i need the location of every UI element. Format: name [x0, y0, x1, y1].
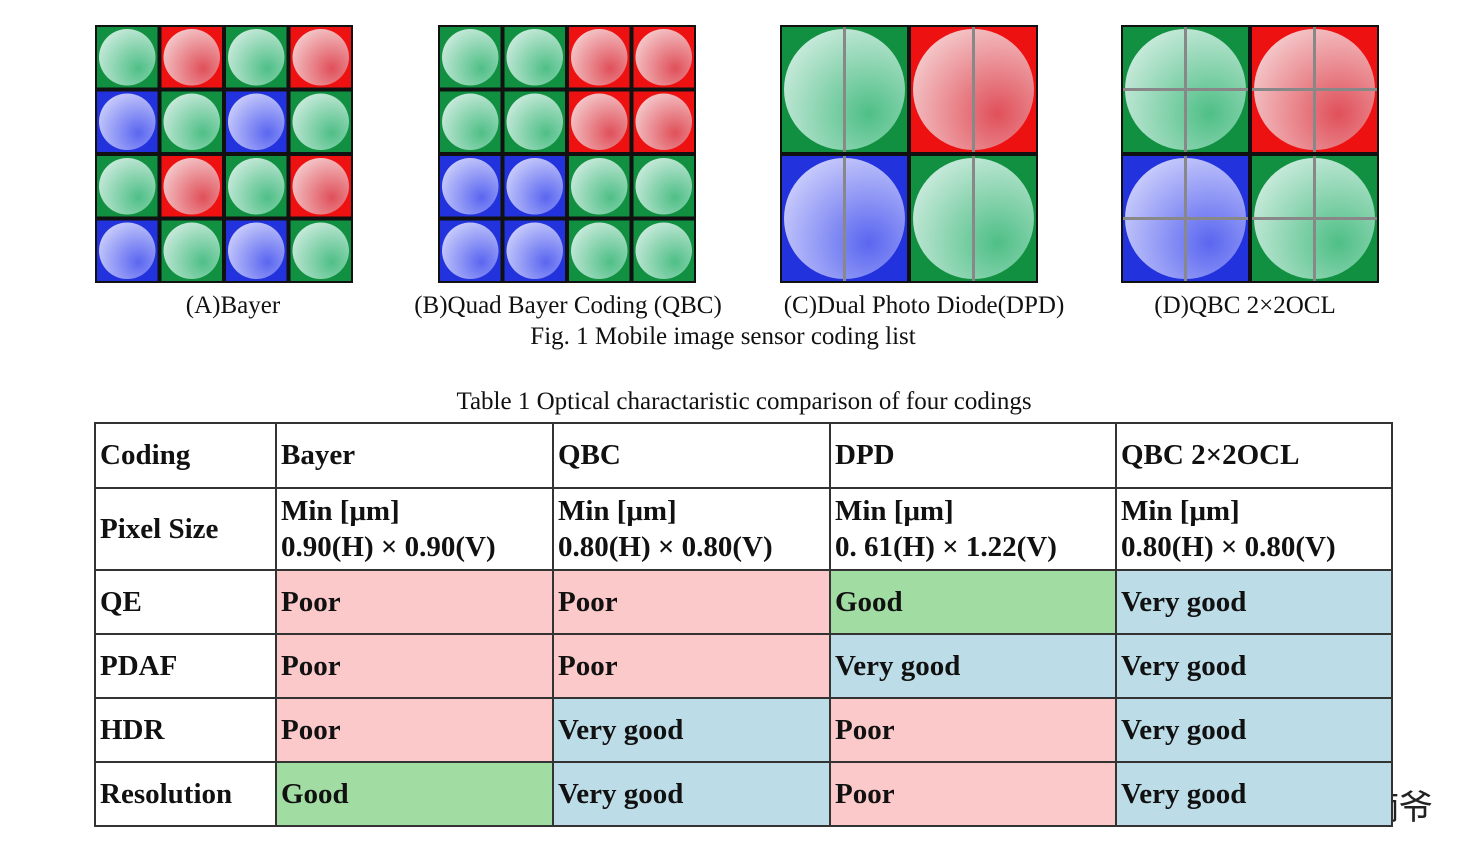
table-cell: Very good [1115, 569, 1393, 635]
table-cell: Very good [1115, 761, 1393, 827]
cell-line: 0. 61(H) × 1.22(V) [835, 531, 1057, 563]
panel-label: (C)Dual Photo Diode(DPD) [783, 292, 1065, 319]
table-cell: QE [94, 569, 277, 635]
cell-line: 0.80(H) × 0.80(V) [1121, 531, 1336, 563]
microlens [571, 158, 628, 215]
microlens [292, 222, 349, 279]
table-cell: PDAF [94, 633, 277, 699]
microlens [163, 222, 220, 279]
microlens [292, 158, 349, 215]
microlens [99, 29, 156, 86]
table-row: HDR Poor Very good Poor Very good [94, 697, 1393, 763]
microlens [571, 93, 628, 150]
cell-line: Min [μm] [558, 495, 677, 527]
microlens [571, 222, 628, 279]
table-cell: Poor [275, 569, 554, 635]
microlens [99, 93, 156, 150]
table-cell: Very good [1115, 633, 1393, 699]
table-cell: Poor [829, 697, 1117, 763]
microlens [635, 158, 692, 215]
table-cell: QBC 2×2OCL [1115, 422, 1393, 489]
comparison-table: Coding Bayer QBC DPD QBC 2×2OCL Pixel Size Min… [94, 422, 1393, 827]
microlens [442, 158, 499, 215]
microlens [163, 93, 220, 150]
figure-caption: Fig. 1 Mobile image sensor coding list [530, 323, 916, 350]
microlens [506, 93, 563, 150]
microlens [635, 93, 692, 150]
table-cell: HDR [94, 697, 277, 763]
microlens [163, 158, 220, 215]
microlens [635, 222, 692, 279]
table-cell: QBC [552, 422, 831, 489]
microlens [228, 222, 285, 279]
table-cell: Poor [552, 569, 831, 635]
table-row: Resolution Good Very good Poor Very good [94, 761, 1393, 827]
microlens [99, 158, 156, 215]
panel-label: (D)QBC 2×2OCL [1154, 292, 1336, 319]
table-cell: Very good [1115, 697, 1393, 763]
table-row: QE Poor Poor Good Very good [94, 569, 1393, 635]
table-cell: Min [μm] 0.90(H) × 0.90(V) [275, 487, 554, 571]
table-cell: Pixel Size [94, 487, 277, 571]
microlens [571, 29, 628, 86]
table-cell: Coding [94, 422, 277, 489]
panel-label: (B)Quad Bayer Coding (QBC) [414, 292, 722, 319]
panel-label: (A)Bayer [185, 292, 281, 319]
table-cell: Poor [829, 761, 1117, 827]
table-cell: Poor [552, 633, 831, 699]
table-cell: Poor [275, 633, 554, 699]
table-cell: Good [275, 761, 554, 827]
cell-line: 0.80(H) × 0.80(V) [558, 531, 773, 563]
microlens [292, 93, 349, 150]
microlens [442, 93, 499, 150]
table-caption: Table 1 Optical charactaristic compariso… [456, 388, 1032, 415]
microlens [506, 222, 563, 279]
cell-line: Min [μm] [281, 495, 400, 527]
table-cell: Very good [829, 633, 1117, 699]
microlens [635, 29, 692, 86]
microlens [506, 29, 563, 86]
microlens [228, 158, 285, 215]
microlens [442, 29, 499, 86]
microlens [228, 93, 285, 150]
table-cell: DPD [829, 422, 1117, 489]
cell-line: Min [μm] [1121, 495, 1240, 527]
table-row: Coding Bayer QBC DPD QBC 2×2OCL [94, 422, 1393, 489]
table-cell: Min [μm] 0.80(H) × 0.80(V) [552, 487, 831, 571]
cell-line: Min [μm] [835, 495, 954, 527]
cell-line: 0.90(H) × 0.90(V) [281, 531, 496, 563]
table-cell: Min [μm] 0. 61(H) × 1.22(V) [829, 487, 1117, 571]
table-row: Pixel Size Min [μm] 0.90(H) × 0.90(V) Min [… [94, 487, 1393, 571]
table-cell: Min [μm] 0.80(H) × 0.80(V) [1115, 487, 1393, 571]
microlens [292, 29, 349, 86]
table-cell: Very good [552, 761, 831, 827]
table-cell: Bayer [275, 422, 554, 489]
table-row: PDAF Poor Poor Very good Very good [94, 633, 1393, 699]
microlens [99, 222, 156, 279]
microlens [442, 222, 499, 279]
table-cell: Very good [552, 697, 831, 763]
microlens [163, 29, 220, 86]
table-cell: Resolution [94, 761, 277, 827]
table-cell: Good [829, 569, 1117, 635]
microlens [228, 29, 285, 86]
microlens [506, 158, 563, 215]
table-cell: Poor [275, 697, 554, 763]
